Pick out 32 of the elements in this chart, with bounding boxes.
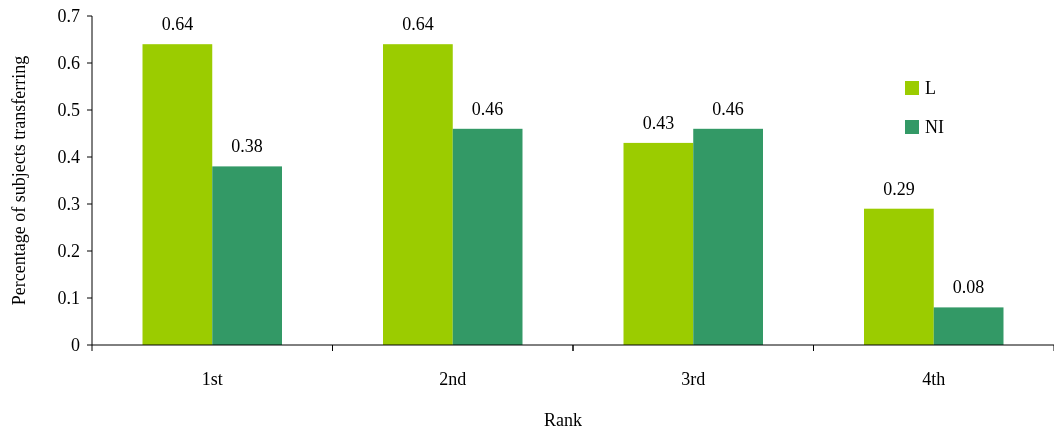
data-label: 0.46 bbox=[471, 98, 504, 119]
bar bbox=[933, 307, 1004, 345]
data-label: 0.46 bbox=[712, 98, 744, 119]
bar bbox=[623, 142, 694, 345]
y-tick-label: 0.7 bbox=[57, 6, 80, 27]
bar bbox=[693, 128, 763, 345]
y-axis-title: Percentage of subjects transferring bbox=[9, 55, 29, 306]
data-label: 0.64 bbox=[161, 14, 194, 35]
x-tick-label: 3rd bbox=[681, 369, 706, 389]
y-tick-label: 0.3 bbox=[57, 194, 80, 215]
data-label: 0.43 bbox=[642, 112, 675, 133]
y-tick-label: 0 bbox=[71, 335, 80, 356]
y-tick-label: 0.2 bbox=[57, 241, 80, 262]
bar bbox=[383, 44, 453, 345]
x-tick-label: 2nd bbox=[439, 369, 467, 389]
data-label: 0.38 bbox=[231, 136, 263, 157]
y-tick-label: 0.1 bbox=[57, 288, 80, 309]
y-tick-label: 0.5 bbox=[57, 100, 80, 121]
x-tick-label: 4th bbox=[922, 369, 946, 389]
x-axis-title: Rank bbox=[544, 410, 582, 430]
bar bbox=[864, 208, 934, 345]
bar bbox=[212, 166, 282, 345]
data-label: 0.08 bbox=[952, 277, 985, 298]
bar bbox=[452, 128, 523, 345]
legend-label: NI bbox=[925, 117, 944, 138]
bar bbox=[142, 44, 213, 345]
legend-label: L bbox=[925, 78, 936, 99]
y-tick-label: 0.4 bbox=[57, 147, 80, 168]
data-label: 0.29 bbox=[883, 178, 915, 199]
data-label: 0.64 bbox=[402, 14, 434, 35]
x-tick-label: 1st bbox=[201, 369, 223, 389]
y-tick-label: 0.6 bbox=[57, 53, 80, 74]
